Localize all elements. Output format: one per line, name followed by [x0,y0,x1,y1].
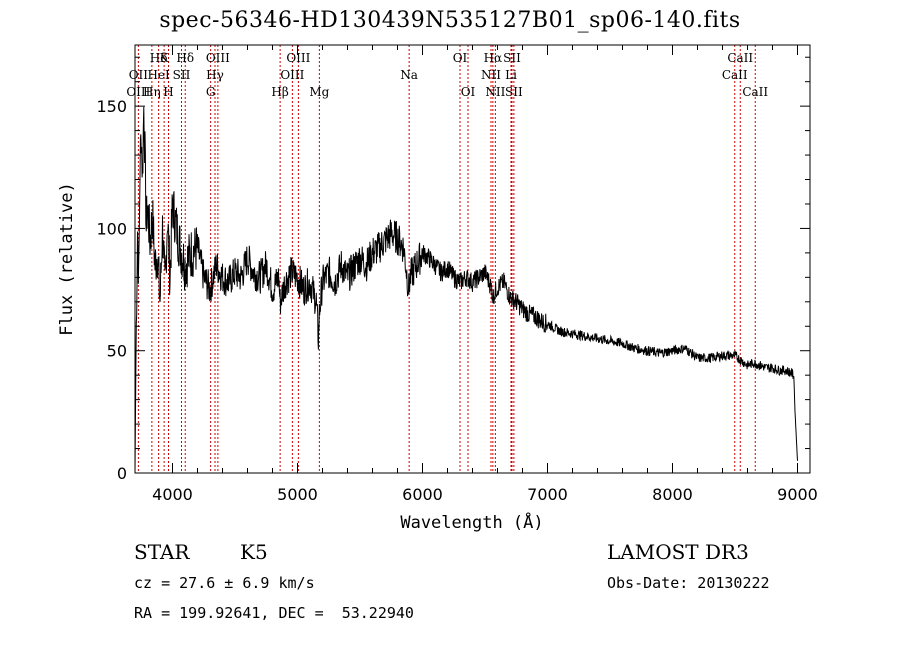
x-tick-label: 7000 [527,485,568,504]
line-label: OIII [206,51,230,65]
marker-lines [137,45,756,473]
x-tick-label: 4000 [152,485,193,504]
spectrum-line [134,106,798,474]
x-tick-label: 5000 [277,485,318,504]
chart-title: spec-56346-HD130439N535127B01_sp06-140.f… [159,8,741,33]
x-tick-label: 6000 [402,485,443,504]
redshift-value: cz = 27.6 ± 6.9 km/s [134,574,315,592]
line-label: OI [453,51,468,65]
line-label: Hγ [206,68,224,82]
line-label: Hβ [271,85,288,99]
y-axis-label: Flux (relative) [57,182,77,336]
line-label: OIII [280,68,304,82]
line-label: Na [400,68,418,82]
subclass: K5 [240,540,268,564]
line-label: OIII [126,85,150,99]
survey-name: LAMOST DR3 [607,540,749,564]
line-label: Hη [143,85,161,99]
line-label: CaII [722,68,748,82]
line-label: OIII [286,51,310,65]
x-axis-ticks: 4000 5000 6000 7000 8000 9000 [152,45,818,504]
line-label: Hδ [176,51,194,65]
y-tick-label: 50 [107,342,127,361]
line-label: NII [481,68,501,82]
line-label: OI [461,85,476,99]
line-label: Hδ [150,51,168,65]
y-tick-label: 100 [96,219,127,238]
line-label: G [206,85,216,99]
x-tick-label: 9000 [777,485,818,504]
x-tick-label: 8000 [652,485,693,504]
line-label: OII [129,68,149,82]
obs-date: Obs-Date: 20130222 [607,574,770,592]
line-label: NII [485,85,505,99]
object-class: STAR [134,540,190,564]
line-label: CaII [742,85,768,99]
line-label: HeI [147,68,170,82]
plot-frame [134,44,811,474]
y-tick-label: 0 [117,464,127,483]
line-label: SII [173,68,191,82]
line-label: Hα [484,51,503,65]
line-label: Li [505,68,517,82]
y-tick-label: 150 [96,97,127,116]
y-axis-ticks: 0 50 100 150 [96,56,810,483]
coordinates: RA = 199.92641, DEC = 53.22940 [134,604,414,622]
line-label: Mg [309,85,329,99]
line-label: CaII [727,51,753,65]
line-label: SII [503,51,521,65]
line-label: SII [505,85,523,99]
x-axis-label: Wavelength (Å) [400,511,543,533]
line-label: K [160,51,170,65]
line-label: H [163,85,173,99]
